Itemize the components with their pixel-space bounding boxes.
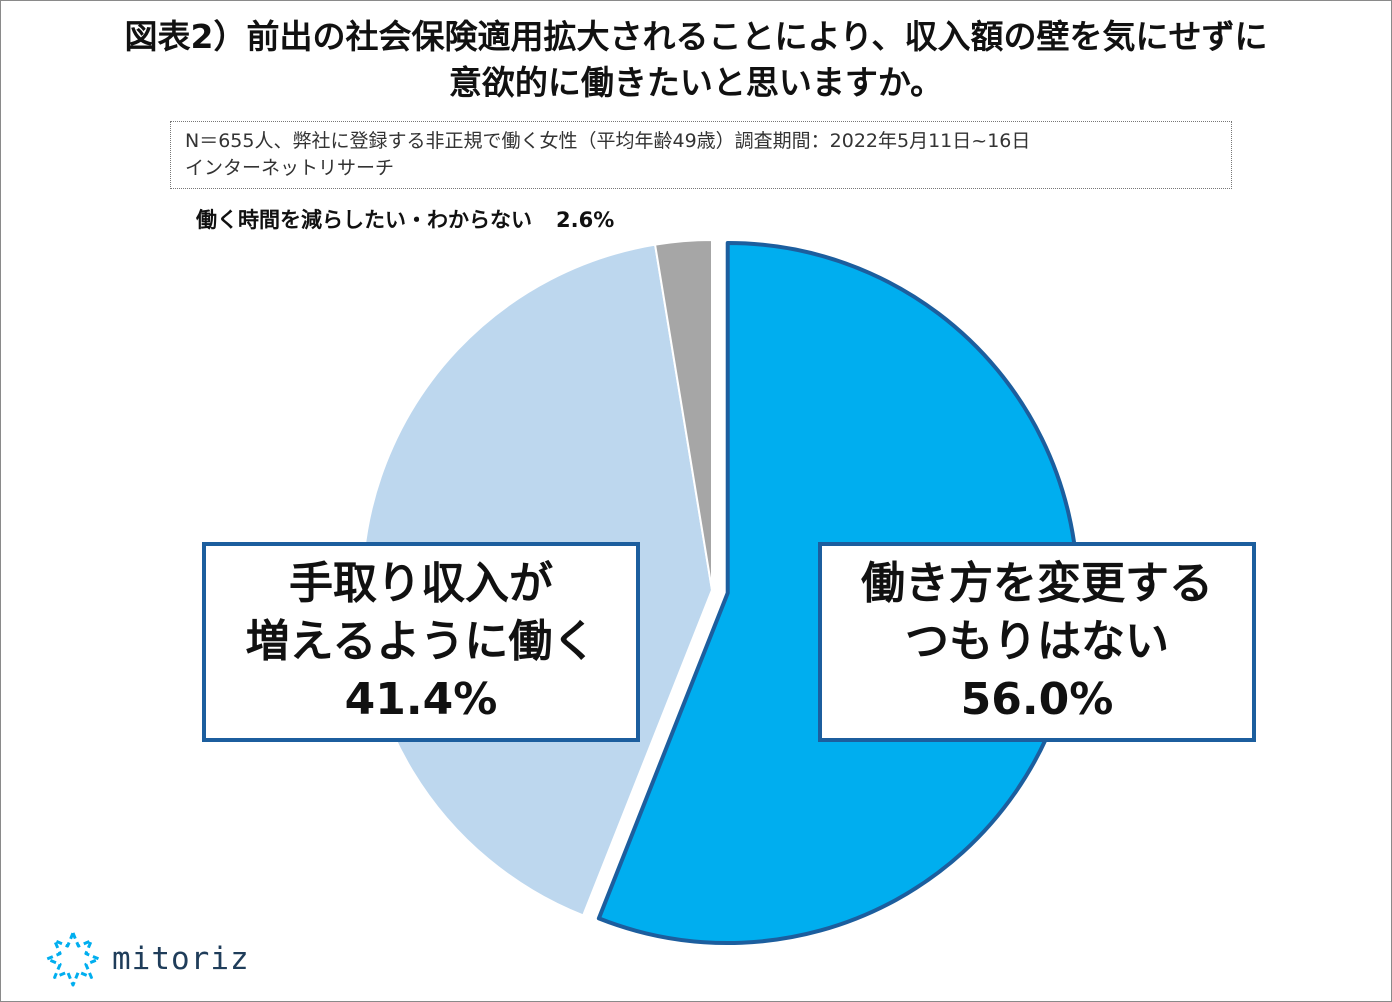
mitoriz-logo-text: mitoriz [112,941,250,977]
survey-note: N＝655人、弊社に登録する非正規で働く女性（平均年齢49歳）調査期間：2022… [170,121,1232,189]
survey-note-line1: N＝655人、弊社に登録する非正規で働く女性（平均年齢49歳）調査期間：2022… [185,130,1031,152]
slice-label-other: 働く時間を減らしたい・わからない 2.6% [196,204,614,234]
survey-note-line2: インターネットリサーチ [185,157,395,179]
slice-label-other-text: 働く時間を減らしたい・わからない [196,208,532,232]
callout-no-change-line2: つもりはない [905,616,1169,667]
chart-title: 図表2）前出の社会保険適用拡大されることにより、収入額の壁を気にせずに 意欲的に… [0,14,1392,106]
callout-no-change: 働き方を変更する つもりはない 56.0% [818,542,1256,742]
callout-increase-income-line1: 手取り収入が [289,558,553,609]
chart-title-line2: 意欲的に働きたいと思いますか。 [448,63,944,102]
mitoriz-star-logo-icon [45,931,101,987]
pie-slice-other [654,239,713,591]
callout-increase-income: 手取り収入が 増えるように働く 41.4% [202,542,640,742]
callout-increase-income-line2: 増えるように働く [245,616,597,667]
chart-title-line1: 図表2）前出の社会保険適用拡大されることにより、収入額の壁を気にせずに [124,17,1268,56]
callout-no-change-value: 56.0% [960,674,1114,725]
callout-no-change-line1: 働き方を変更する [861,558,1213,609]
callout-increase-income-value: 41.4% [344,674,498,725]
slice-label-other-value: 2.6% [556,208,615,232]
logo-star-outline [45,931,101,987]
mitoriz-logo: mitoriz [44,930,250,988]
